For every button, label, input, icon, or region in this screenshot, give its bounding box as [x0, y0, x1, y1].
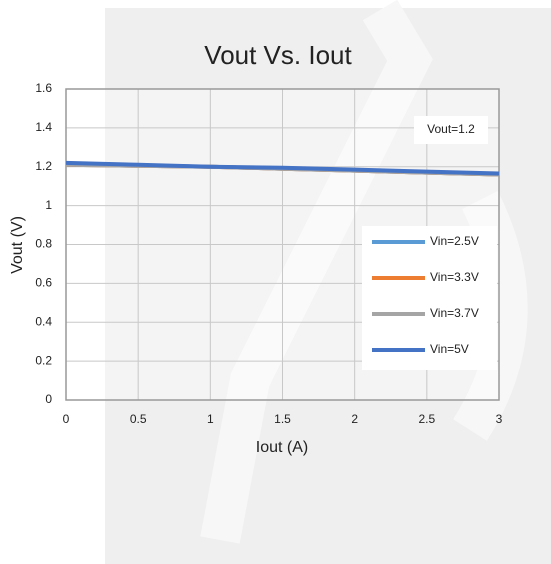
legend-label: Vin=5V: [430, 342, 469, 356]
annotation-box: [414, 116, 488, 144]
x-tick-label: 0: [63, 412, 70, 426]
y-tick-label: 0.2: [35, 353, 52, 367]
x-tick-label: 2.5: [418, 412, 435, 426]
y-axis-title: Vout (V): [9, 216, 26, 274]
plot-border: [65, 88, 500, 401]
legend-label: Vin=3.7V: [430, 306, 479, 320]
y-tick-label: 0.4: [35, 314, 52, 328]
y-tick-label: 1: [45, 198, 52, 212]
x-tick-label: 3: [496, 412, 503, 426]
x-tick-label: 0.5: [130, 412, 147, 426]
y-tick-label: 0.8: [35, 237, 52, 251]
chart-title: Vout Vs. Iout: [204, 40, 352, 70]
y-tick-label: 1.4: [35, 120, 52, 134]
legend-label: Vin=2.5V: [430, 234, 479, 248]
x-tick-label: 1: [207, 412, 214, 426]
legend-label: Vin=3.3V: [430, 270, 479, 284]
y-tick-label: 0: [45, 392, 52, 406]
y-tick-label: 1.2: [35, 159, 52, 173]
series-line: [65, 160, 500, 176]
annotation: Vout=1.2: [427, 122, 475, 136]
legend-box: [362, 226, 497, 370]
x-tick-label: 2: [351, 412, 358, 426]
x-axis-title: Iout (A): [256, 439, 308, 456]
y-tick-label: 1.6: [35, 81, 52, 95]
x-tick-label: 1.5: [274, 412, 291, 426]
y-tick-label: 0.6: [35, 276, 52, 290]
